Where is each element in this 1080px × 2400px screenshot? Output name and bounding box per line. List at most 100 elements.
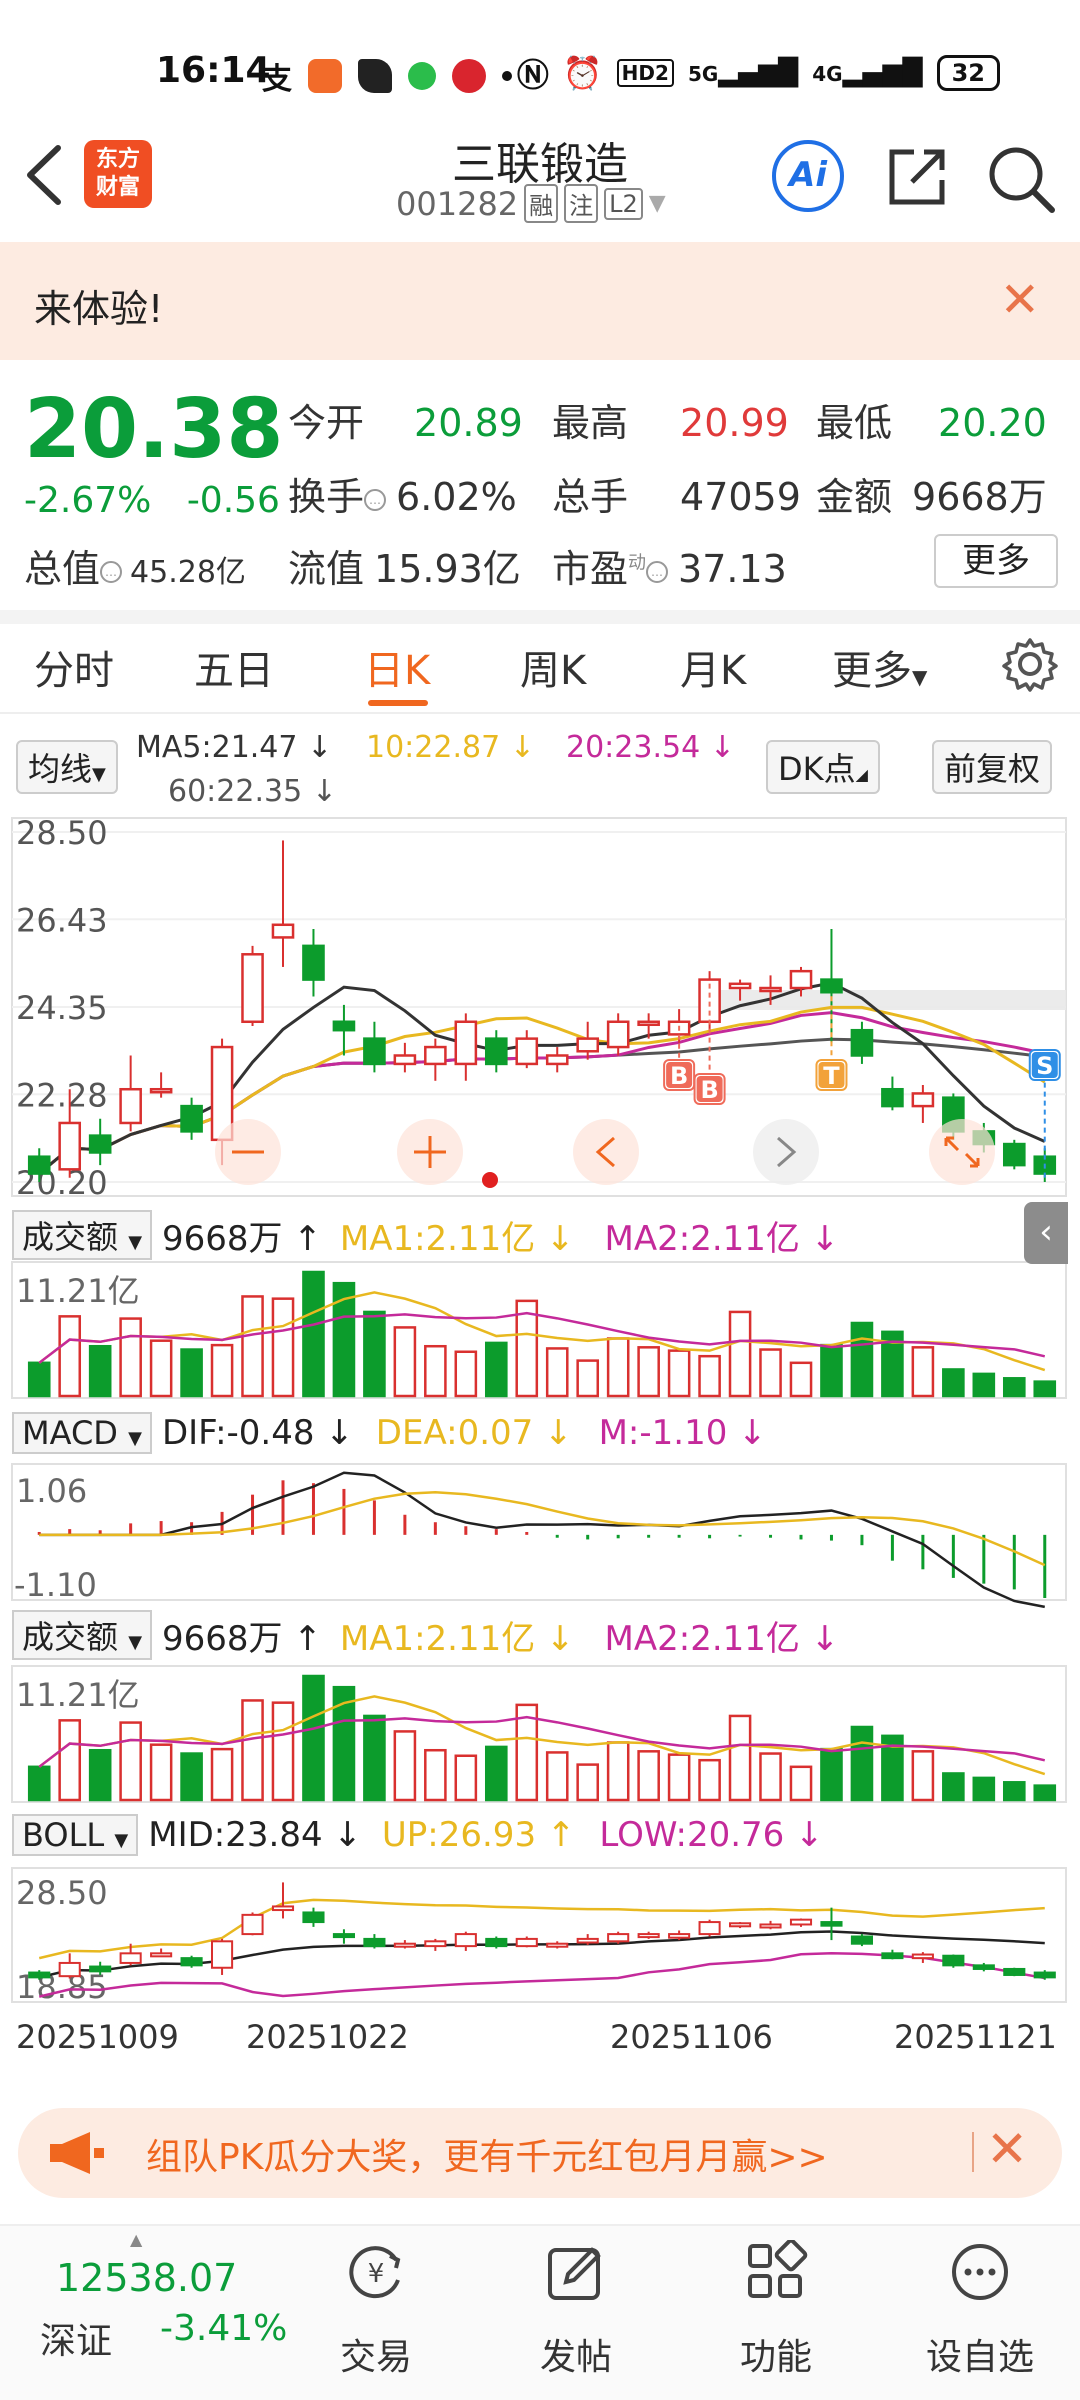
back-arrow-icon[interactable] bbox=[20, 140, 70, 210]
low-field: 最低 20.20 bbox=[816, 392, 1047, 447]
candle-body bbox=[728, 982, 752, 990]
macd-selector-label: MACD bbox=[22, 1414, 118, 1452]
candle bbox=[484, 1030, 508, 1073]
tab-weekly-k[interactable]: 周K bbox=[520, 648, 587, 694]
period-tabs: 分时 五日 日K 周K 月K 更多▼ bbox=[0, 628, 1080, 708]
tab-intraday[interactable]: 分时 bbox=[34, 648, 114, 694]
boll-candle-body bbox=[972, 1964, 995, 1970]
boll-selector[interactable]: BOLL ▼ bbox=[12, 1814, 139, 1856]
dropdown-triangle-icon: ▼ bbox=[128, 1232, 143, 1253]
corner-triangle-icon: ◢ bbox=[855, 765, 868, 784]
scroll-right-button[interactable] bbox=[753, 1119, 819, 1185]
candle-body bbox=[850, 1028, 874, 1057]
signal-label: S bbox=[1036, 1052, 1053, 1080]
gear-icon[interactable] bbox=[1002, 636, 1058, 692]
volume2-bar bbox=[637, 1750, 660, 1802]
caret-up-icon: ▲ bbox=[130, 2230, 143, 2249]
tabs-divider bbox=[0, 712, 1080, 714]
candle bbox=[1002, 1139, 1026, 1170]
search-icon[interactable] bbox=[986, 144, 1056, 214]
boll-candle-body bbox=[942, 1954, 965, 1967]
volume1-selector[interactable]: 成交额 ▼ bbox=[12, 1210, 153, 1260]
boll-candle-body bbox=[546, 1942, 569, 1948]
candle-body bbox=[484, 1037, 508, 1066]
boll-candle-body bbox=[454, 1933, 477, 1948]
share-icon[interactable] bbox=[884, 144, 950, 210]
nav-post-label: 发帖 bbox=[539, 2337, 612, 2378]
banner-separator bbox=[972, 2132, 974, 2172]
candle bbox=[850, 1021, 874, 1064]
macd-m: M:-1.10 ↓ bbox=[598, 1413, 767, 1453]
fullscreen-button[interactable] bbox=[929, 1119, 995, 1185]
pe-info-icon[interactable]: … bbox=[646, 560, 669, 583]
mktcap-info-icon[interactable]: … bbox=[100, 560, 123, 583]
nav-watchlist[interactable]: 设自选 bbox=[910, 2240, 1050, 2380]
volume1-bar bbox=[515, 1299, 539, 1398]
candle bbox=[881, 1076, 904, 1111]
tab-daily-k[interactable]: 日K bbox=[364, 648, 431, 694]
boll-candle-body bbox=[1003, 1967, 1026, 1976]
candle bbox=[363, 1021, 386, 1073]
side-panel-toggle[interactable]: ‹ bbox=[1024, 1202, 1068, 1264]
edit-icon bbox=[548, 2247, 601, 2300]
high-field: 最高 20.99 bbox=[552, 392, 789, 447]
volume2-y-top: 11.21亿 bbox=[16, 1676, 140, 1714]
tag-registered: 注 bbox=[564, 184, 599, 223]
candle-body bbox=[606, 1020, 630, 1049]
dk-label: DK点 bbox=[778, 750, 856, 788]
promo-close-icon[interactable]: ✕ bbox=[999, 272, 1040, 328]
more-circle-icon bbox=[952, 2244, 1008, 2300]
volume2-bar bbox=[942, 1772, 965, 1802]
tab-five-day[interactable]: 五日 bbox=[194, 648, 274, 694]
volume1-bar bbox=[728, 1310, 752, 1398]
promo-bar[interactable]: 来体验! ✕ bbox=[0, 242, 1080, 360]
volume1-bar bbox=[424, 1344, 447, 1398]
volume1-bar bbox=[850, 1321, 874, 1398]
ai-button[interactable]: Ai bbox=[772, 140, 844, 212]
ma20-value: 20:23.54 ↓ bbox=[566, 730, 735, 765]
date-label: 20251022 bbox=[246, 2018, 409, 2056]
logo-line1: 东方 bbox=[95, 147, 140, 172]
volume2-ma2: MA2:2.11亿 ↓ bbox=[604, 1618, 840, 1659]
nav-post[interactable]: 发帖 bbox=[506, 2240, 646, 2380]
tab-monthly-k[interactable]: 月K bbox=[680, 648, 747, 694]
y-tick-label: 22.28 bbox=[16, 1076, 108, 1114]
dk-point-button[interactable]: DK点◢ bbox=[766, 740, 880, 794]
chat-icon bbox=[408, 62, 436, 90]
boll-candle-body bbox=[789, 1918, 813, 1926]
candle-body bbox=[271, 923, 295, 939]
scroll-left-button[interactable] bbox=[573, 1119, 639, 1185]
volume1-bar bbox=[484, 1341, 508, 1398]
candle bbox=[454, 1013, 478, 1081]
nav-trade[interactable]: ¥ 交易 bbox=[306, 2240, 446, 2380]
info-icon[interactable]: … bbox=[364, 488, 387, 511]
volume1-bar bbox=[881, 1330, 904, 1398]
nav-functions[interactable]: 功能 bbox=[706, 2238, 846, 2380]
tab-more[interactable]: 更多▼ bbox=[832, 638, 927, 696]
volume2-bar bbox=[576, 1763, 600, 1802]
volume2-selector[interactable]: 成交额 ▼ bbox=[12, 1610, 153, 1660]
ma-selector[interactable]: 均线▼ bbox=[16, 740, 118, 794]
adjust-button[interactable]: 前复权 bbox=[932, 740, 1053, 794]
boll-candle-body bbox=[515, 1937, 538, 1948]
candle bbox=[27, 1148, 51, 1182]
signal-4g-icon: 4G▂▄▆█ bbox=[812, 58, 923, 88]
volume1-bar bbox=[1033, 1380, 1057, 1398]
signal-marker: S bbox=[1028, 1049, 1061, 1178]
boll-candle-body bbox=[58, 1961, 81, 1978]
banner-close-icon[interactable]: ✕ bbox=[986, 2120, 1028, 2178]
status-bar: 16:14 支 Ⓝ ⏰ HD2 5G▂▄▆█ 4G▂▄▆█ 32 bbox=[0, 0, 1080, 140]
volume2-bar bbox=[332, 1685, 356, 1802]
price-band bbox=[700, 990, 1066, 1010]
activity-banner[interactable]: 组队PK瓜分大奖，更有千元红包月月赢>> ✕ bbox=[18, 2108, 1062, 2198]
macd-selector[interactable]: MACD ▼ bbox=[12, 1412, 152, 1454]
tab-more-label: 更多 bbox=[832, 648, 912, 694]
app-logo[interactable]: 东方 财富 bbox=[84, 140, 152, 208]
candle bbox=[911, 1085, 935, 1123]
more-quote-button[interactable]: 更多 bbox=[934, 534, 1058, 588]
stock-code-row[interactable]: 001282 融 注 L2 ▼ bbox=[396, 184, 666, 223]
date-label: 20251009 bbox=[16, 2018, 179, 2056]
battery-icon: 32 bbox=[936, 55, 1000, 91]
candle bbox=[789, 966, 813, 997]
